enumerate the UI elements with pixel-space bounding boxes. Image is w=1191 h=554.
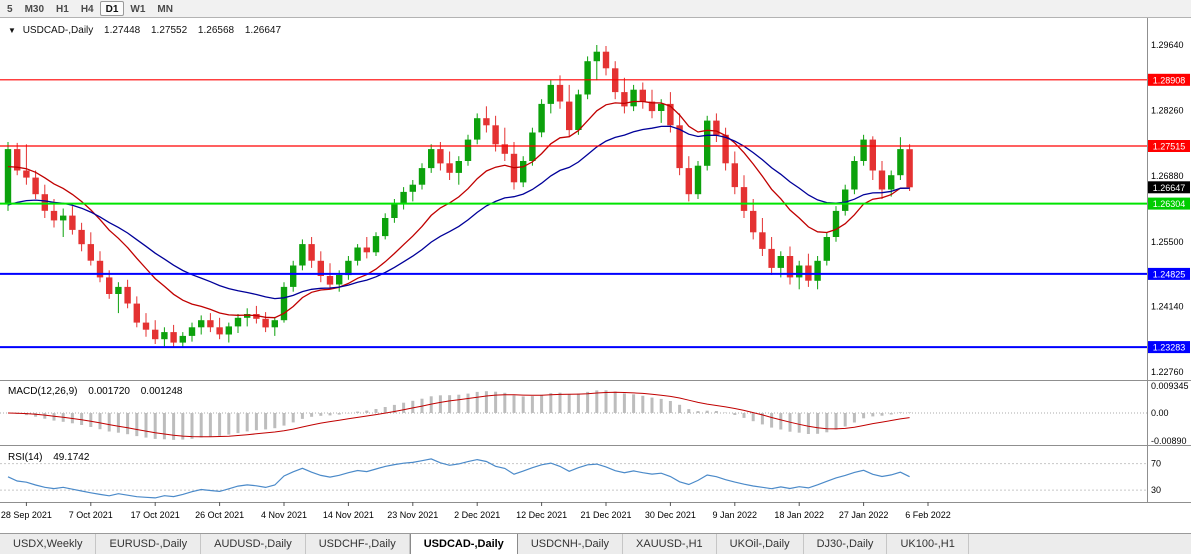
timeframe-button-h4[interactable]: H4 (80, 4, 94, 15)
timeframe-button-m30[interactable]: M30 (24, 4, 45, 15)
symbol-period-label: USDCAD-,Daily (23, 25, 94, 36)
macd-signal-value: 0.001248 (141, 386, 183, 397)
price-axis: 1.29640 1.28260 1.26880 1.25500 1.24140 1.227… (1148, 40, 1190, 495)
price-chart-svg[interactable]: 1.29640 1.28260 1.26880 1.25500 1.24140 1.227… (0, 18, 1191, 533)
svg-text:2 Dec 2021: 2 Dec 2021 (454, 510, 500, 520)
svg-text:14 Nov 2021: 14 Nov 2021 (323, 510, 374, 520)
svg-text:1.28908: 1.28908 (1153, 75, 1186, 85)
ohlc-header: ▼ USDCAD-,Daily 1.27448 1.27552 1.26568 … (8, 25, 281, 36)
svg-text:1.29640: 1.29640 (1151, 40, 1184, 50)
svg-text:27 Jan 2022: 27 Jan 2022 (839, 510, 889, 520)
open-value: 1.27448 (104, 25, 141, 36)
horizontal-level-lines (0, 79, 1147, 349)
svg-text:30: 30 (1151, 485, 1161, 495)
svg-text:7 Oct 2021: 7 Oct 2021 (69, 510, 113, 520)
svg-text:0.009345: 0.009345 (1151, 381, 1189, 391)
chart-area[interactable]: 1.29640 1.28260 1.26880 1.25500 1.24140 1.227… (0, 18, 1191, 533)
svg-text:1.28260: 1.28260 (1151, 106, 1184, 116)
svg-text:21 Dec 2021: 21 Dec 2021 (580, 510, 631, 520)
collapse-icon[interactable]: ▼ (8, 26, 16, 35)
svg-text:-0.00890: -0.00890 (1151, 436, 1187, 446)
svg-text:70: 70 (1151, 459, 1161, 469)
svg-text:1.23283: 1.23283 (1153, 343, 1186, 353)
timeframe-button-h1[interactable]: H1 (56, 4, 69, 15)
svg-text:1.25500: 1.25500 (1151, 237, 1184, 247)
svg-text:1.24140: 1.24140 (1151, 301, 1184, 311)
macd-indicator (0, 390, 1147, 440)
svg-text:18 Jan 2022: 18 Jan 2022 (774, 510, 824, 520)
chart-tab-usdchf-daily[interactable]: USDCHF-,Daily (305, 534, 410, 554)
svg-text:9 Jan 2022: 9 Jan 2022 (713, 510, 758, 520)
svg-text:1.22760: 1.22760 (1151, 367, 1184, 377)
svg-text:23 Nov 2021: 23 Nov 2021 (387, 510, 438, 520)
svg-text:17 Oct 2021: 17 Oct 2021 (131, 510, 180, 520)
chart-tab-audusd-daily[interactable]: AUDUSD-,Daily (201, 534, 306, 554)
svg-text:26 Oct 2021: 26 Oct 2021 (195, 510, 244, 520)
timeframe-toolbar: 5 M30 H1 H4 D1 W1 MN (0, 0, 1191, 18)
macd-label: MACD(12,26,9) 0.001720 0.001248 (8, 386, 183, 397)
svg-text:4 Nov 2021: 4 Nov 2021 (261, 510, 307, 520)
chart-tab-dj30-daily[interactable]: DJ30-,Daily (803, 534, 888, 554)
rsi-indicator (0, 458, 1147, 499)
moving-averages (7, 100, 910, 319)
chart-plot[interactable]: 1.29640 1.28260 1.26880 1.25500 1.24140 1.227… (0, 18, 1191, 520)
svg-text:28 Sep 2021: 28 Sep 2021 (1, 510, 52, 520)
chart-tab-xauusd-h1[interactable]: XAUUSD-,H1 (623, 534, 717, 554)
svg-text:6 Feb 2022: 6 Feb 2022 (905, 510, 951, 520)
svg-text:1.26304: 1.26304 (1153, 199, 1186, 209)
svg-text:12 Dec 2021: 12 Dec 2021 (516, 510, 567, 520)
close-value: 1.26647 (245, 25, 282, 36)
time-axis: 28 Sep 2021 7 Oct 2021 17 Oct 2021 26 Oct 2… (1, 502, 951, 520)
chart-tab-eurusd-daily[interactable]: EURUSD-,Daily (96, 534, 202, 554)
svg-text:1.27515: 1.27515 (1153, 141, 1186, 151)
svg-text:0.00: 0.00 (1151, 408, 1169, 418)
timeframe-button-mn[interactable]: MN (157, 4, 173, 15)
high-value: 1.27552 (151, 25, 188, 36)
svg-text:1.24825: 1.24825 (1153, 269, 1186, 279)
macd-main-value: 0.001720 (88, 386, 130, 397)
low-value: 1.26568 (198, 25, 235, 36)
chart-tab-ukoil-daily[interactable]: UKOil-,Daily (716, 534, 804, 554)
chart-tab-usdcnh-daily[interactable]: USDCNH-,Daily (517, 534, 624, 554)
chart-tab-usdx-weekly[interactable]: USDX,Weekly (0, 534, 97, 554)
rsi-value: 49.1742 (53, 452, 90, 463)
svg-text:1.26647: 1.26647 (1153, 183, 1186, 193)
rsi-label: RSI(14) 49.1742 (8, 452, 90, 463)
chart-tab-uk100-h1[interactable]: UK100-,H1 (887, 534, 969, 554)
chart-tab-usdcad-daily[interactable]: USDCAD-,Daily (409, 534, 518, 554)
svg-text:30 Dec 2021: 30 Dec 2021 (645, 510, 696, 520)
panel-frame (0, 18, 1191, 503)
svg-text:1.26880: 1.26880 (1151, 171, 1184, 181)
timeframe-button-5[interactable]: 5 (7, 4, 13, 15)
chart-tabs: USDX,Weekly EURUSD-,Daily AUDUSD-,Daily USD… (0, 533, 1191, 554)
timeframe-button-d1[interactable]: D1 (99, 1, 125, 16)
timeframe-button-w1[interactable]: W1 (130, 4, 146, 15)
